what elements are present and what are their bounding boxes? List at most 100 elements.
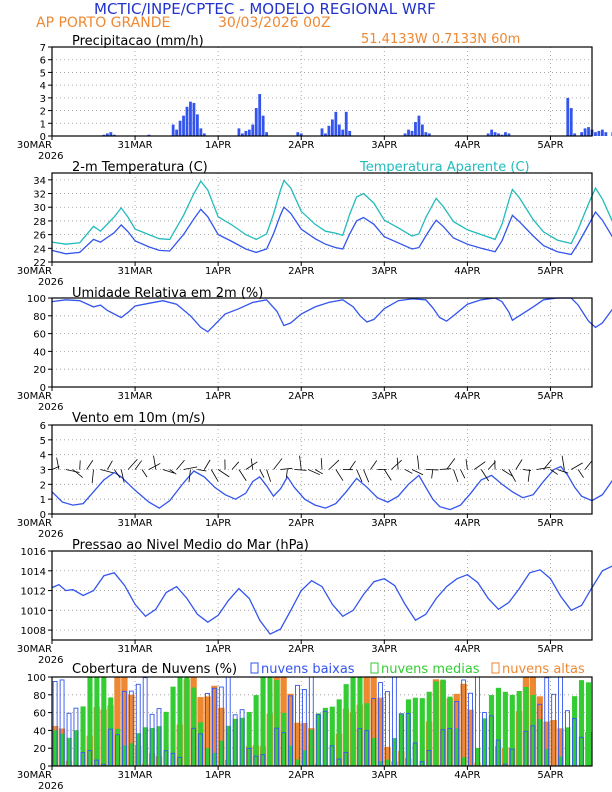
cloud-bar-mid	[433, 681, 439, 766]
precip-bar	[573, 133, 577, 136]
x-tick-label: 3APR	[371, 518, 397, 529]
precip-bar	[424, 132, 428, 136]
precip-bar	[112, 134, 116, 136]
x-tick-label: 3APR	[371, 644, 397, 655]
x-year-label: 2026	[38, 402, 63, 413]
wind-arrow	[107, 460, 113, 470]
cloud-bar-high	[204, 696, 211, 766]
panel-frame	[51, 172, 593, 263]
precip-bar	[604, 132, 608, 136]
wind-arrow	[197, 469, 207, 472]
y-tick-label: 7	[40, 43, 46, 54]
wind-arrow	[501, 469, 514, 477]
x-tick-label: 4APR	[454, 518, 480, 529]
y-tick-label: 20	[33, 744, 46, 755]
wind-arrow	[550, 469, 558, 475]
wind-arrow	[188, 469, 191, 483]
precip-bar	[189, 101, 192, 136]
precip-bar	[261, 115, 265, 136]
wind-arrow	[480, 469, 490, 482]
precip-bar	[258, 94, 262, 136]
wind-arrow	[417, 455, 420, 470]
cloud-bar-mid	[447, 696, 453, 766]
x-tick-label: 5APR	[537, 140, 563, 151]
cloud-bar-mid	[198, 722, 204, 766]
cloud-bar-mid	[565, 727, 571, 766]
cloud-bar-mid	[239, 717, 245, 766]
x-tick-label: 5APR	[537, 770, 563, 781]
x-tick-label: 4APR	[454, 140, 480, 151]
precip-bar	[348, 130, 352, 136]
cloud-bar-mid	[364, 703, 370, 766]
cloud-bar-mid	[308, 729, 315, 766]
precip-bar	[327, 125, 331, 136]
x-tick-label: 30MAR	[17, 644, 52, 655]
precip-bar	[497, 133, 500, 136]
y-tick-label: 6	[40, 421, 46, 432]
cloud-bar-mid	[212, 752, 218, 766]
wind-arrow	[460, 469, 466, 479]
precip-bar	[192, 102, 196, 136]
wind-arrow	[328, 459, 340, 470]
cloud-bar-mid	[398, 713, 405, 766]
cloud-bar-mid	[232, 718, 238, 766]
wind-arrow	[266, 469, 272, 482]
wind-arrow	[238, 469, 247, 481]
precip-bar	[504, 132, 507, 136]
cloud-bar-mid	[108, 697, 114, 766]
wind-arrow	[571, 462, 583, 470]
wind-arrow	[86, 460, 94, 470]
x-tick-label: 31MAR	[117, 644, 152, 655]
panel-pressure: 1008 1010 1012 1014 1016 30MAR 31MAR 1APR 2APR 3A…	[17, 547, 612, 666]
wind-arrow	[65, 469, 80, 473]
cloud-bar-mid	[218, 740, 225, 766]
wind-arrow	[141, 469, 148, 478]
precip-bar	[410, 130, 414, 136]
wind-arrow	[411, 469, 424, 476]
cloud-bar-mid	[122, 745, 128, 766]
x-tick-label: 1APR	[205, 770, 231, 781]
station-coords: 51.4133W 0.7133N 60m	[361, 32, 520, 47]
cloud-bar-mid	[156, 726, 162, 766]
run-date: 30/03/2026 00Z	[218, 15, 331, 31]
cloud-bar-mid	[378, 761, 384, 766]
cloud-bar-mid	[329, 706, 335, 766]
y-tick-label: 40	[33, 726, 46, 737]
y-tick-label: 2	[40, 107, 46, 118]
panel-temp: 22 24 26 28 30 32 34 30MAR 31MAR 1APR 2APR 3APR 4APR…	[17, 172, 612, 288]
precip-bar	[171, 124, 175, 136]
x-tick-label: 1APR	[205, 518, 231, 529]
cloud-bar-high	[301, 722, 308, 766]
precip-bar	[195, 114, 199, 136]
cloud-bar-high	[218, 707, 225, 766]
x-tick-label: 5APR	[537, 644, 563, 655]
cloud-bar-mid	[461, 757, 467, 766]
y-tick-label: 32	[33, 190, 46, 201]
cloud-bar-mid	[343, 684, 349, 766]
precip-bar	[244, 130, 248, 136]
cloud-bar-high	[121, 677, 128, 766]
x-year-label: 2026	[38, 655, 63, 666]
wind-arrow	[487, 461, 496, 470]
cloud-bar-mid	[101, 677, 107, 766]
precip-bar	[566, 97, 570, 136]
wind-arrow	[320, 458, 323, 470]
cloud-bar-mid	[115, 728, 121, 766]
wind-arrow	[169, 469, 177, 475]
cloud-bar-mid	[336, 699, 342, 766]
x-tick-label: 1APR	[205, 140, 231, 151]
legend-swatch-low	[250, 662, 259, 674]
y-tick-label: 24	[33, 244, 46, 255]
cloud-bar-mid	[59, 733, 65, 766]
precip-bar	[490, 129, 494, 136]
x-year-label: 2026	[38, 277, 63, 288]
cloud-bar-high	[377, 697, 384, 766]
precip-bar	[330, 119, 334, 136]
temp-legend-apparent: Temperatura Aparente (C)	[359, 160, 530, 175]
wind-arrow	[176, 460, 185, 470]
wind-arrow	[148, 463, 161, 470]
cloud-bar-mid	[170, 686, 176, 766]
precip-bar	[178, 120, 182, 136]
precip-bar	[600, 129, 604, 136]
